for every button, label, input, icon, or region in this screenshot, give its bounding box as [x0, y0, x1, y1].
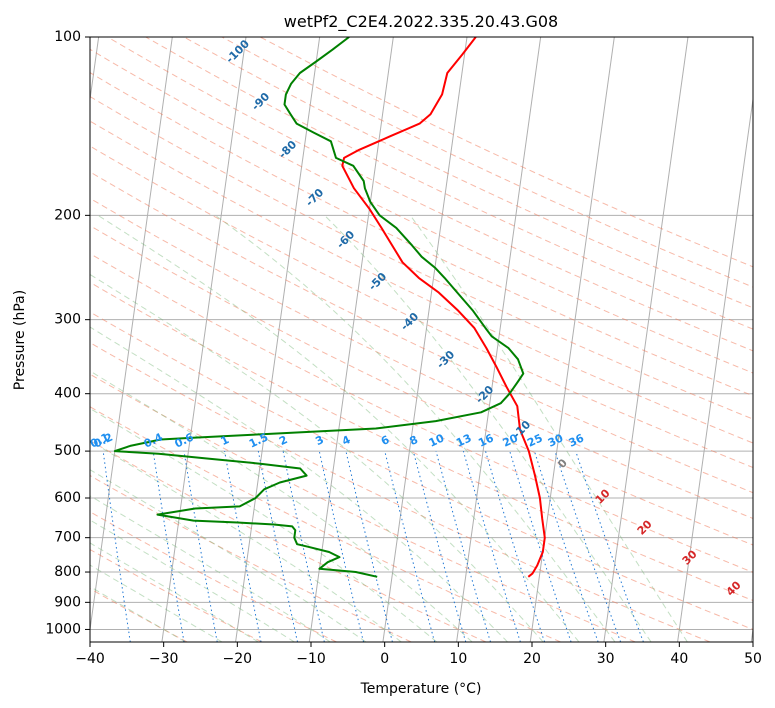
x-tick-label: 40 — [670, 651, 688, 667]
isotherm-line — [603, 37, 689, 642]
axes: −40 −30 −20 −10 0 10 20 30 40 50 100 200 300 400 500 60… — [45, 29, 762, 667]
x-tick-label: −10 — [296, 651, 326, 667]
isotherm-line — [161, 37, 247, 642]
mixing-ratio-line — [485, 450, 546, 642]
data-series — [113, 37, 546, 578]
x-tick-label: −20 — [223, 651, 253, 667]
x-tick-label: 50 — [744, 651, 762, 667]
dry-adiabat-line — [90, 406, 561, 642]
y-tick-label: 100 — [54, 29, 81, 45]
moist-adiabat-line — [97, 214, 580, 642]
moist-adiabat-line — [90, 326, 508, 642]
dry-adiabat-line — [90, 342, 711, 642]
moist-adiabat-line — [90, 586, 186, 642]
mixing-ratio-label: 30 — [546, 431, 566, 449]
isotherm-line — [90, 37, 173, 634]
y-axis-label: Pressure (hPa) — [12, 290, 28, 390]
dry-adiabat-line — [90, 511, 337, 642]
dry-adiabat-line — [221, 37, 753, 288]
y-tick-label: 600 — [54, 490, 81, 506]
y-tick-label: 300 — [54, 312, 81, 328]
isotherm-line — [235, 37, 321, 642]
mixing-ratio-label: 13 — [454, 431, 473, 449]
y-tick-label: 1000 — [45, 621, 81, 637]
moist-adiabat-line — [90, 542, 259, 642]
dry-adiabat-line — [90, 171, 753, 494]
x-tick-label: −40 — [75, 651, 105, 667]
mixing-ratio-label: 25 — [525, 431, 544, 449]
dry-adiabat-line — [90, 72, 753, 397]
dry-adiabat-line — [90, 311, 753, 630]
mixing-ratio-line — [435, 450, 491, 642]
mixing-ratio-label: 16 — [476, 431, 496, 449]
mixing-ratio-line — [183, 451, 218, 642]
dry-adiabat-line — [145, 37, 753, 330]
y-tick-label: 700 — [54, 530, 81, 546]
grid-lines — [90, 37, 753, 642]
dry-adiabat-line — [90, 145, 753, 469]
moist-adiabat-line — [409, 215, 688, 642]
y-tick-label: 900 — [54, 594, 81, 610]
dewpoint-profile-line — [113, 37, 525, 578]
moist-adiabat-line — [90, 370, 473, 642]
plot-frame — [89, 36, 754, 643]
x-tick-label: 10 — [449, 651, 467, 667]
x-tick-label: 20 — [523, 651, 541, 667]
dry-adiabat-line — [90, 225, 753, 546]
y-tick-label: 400 — [54, 386, 81, 402]
dry-adiabat-line — [107, 37, 753, 352]
mixing-ratio-label: 20 — [501, 431, 521, 449]
temperature-profile-line — [341, 37, 546, 578]
dry-adiabat-line — [90, 281, 753, 602]
moist-adiabat-line — [214, 214, 616, 642]
mixing-ratio-line — [412, 450, 467, 642]
moist-adiabat-line — [90, 273, 544, 642]
moist-adiabat-line — [90, 564, 223, 642]
mixing-ratio-line — [102, 451, 131, 642]
x-tick-label: 0 — [380, 651, 389, 667]
chart-title: wetPf2_C2E4.2022.335.20.43.G08 — [284, 12, 558, 32]
dry-adiabat-line — [90, 253, 753, 573]
dry-adiabat-line — [90, 548, 263, 642]
dry-adiabat-line — [90, 95, 753, 420]
plot-area — [90, 37, 753, 642]
y-tick-label: 800 — [54, 564, 81, 580]
y-tick-label: 500 — [54, 443, 81, 459]
moist-adiabat-line — [90, 440, 402, 642]
isotherm-line — [677, 95, 753, 642]
moist-adiabat-line — [90, 519, 295, 642]
x-axis-label: Temperature (°C) — [360, 681, 482, 697]
y-tick-label: 200 — [54, 207, 81, 223]
mixing-ratio-label: 36 — [567, 431, 587, 449]
mixing-ratio-label: 10 — [427, 431, 447, 449]
isotherm-line — [382, 37, 468, 642]
dry-adiabat-line — [90, 197, 753, 520]
x-tick-label: −30 — [149, 651, 179, 667]
mixing-ratio-line — [462, 450, 521, 642]
mixing-ratio-line — [509, 450, 572, 642]
dry-adiabat-line — [90, 373, 636, 642]
mixing-ratio-line — [152, 451, 185, 642]
isotherm-line — [456, 37, 542, 642]
moist-adiabat-line — [324, 214, 652, 642]
x-tick-label: 30 — [597, 651, 615, 667]
